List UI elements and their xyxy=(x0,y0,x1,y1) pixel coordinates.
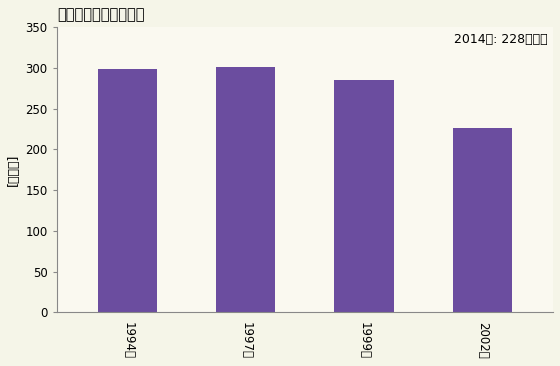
Bar xyxy=(334,80,394,312)
Bar xyxy=(216,67,276,312)
Text: 2014年: 228事業所: 2014年: 228事業所 xyxy=(455,33,548,46)
Text: 商業の事業所数の推移: 商業の事業所数の推移 xyxy=(57,7,144,22)
Bar xyxy=(98,69,157,312)
Bar xyxy=(452,128,512,312)
Y-axis label: [事業所]: [事業所] xyxy=(7,154,20,186)
